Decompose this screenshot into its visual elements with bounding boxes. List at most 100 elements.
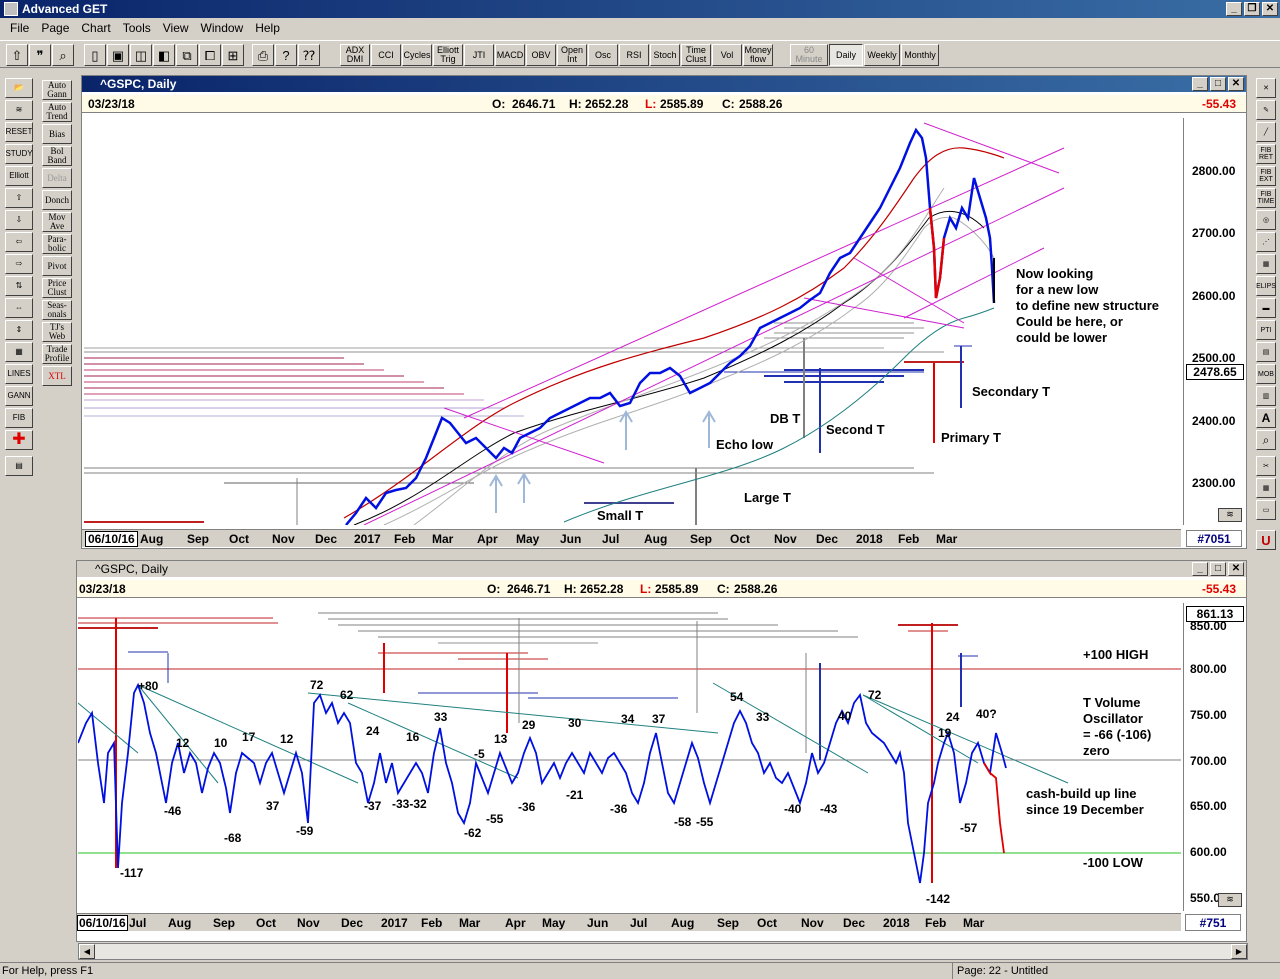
study-moneyflow-button[interactable]: Money flow <box>743 44 773 66</box>
restore-button[interactable]: ❐ <box>1244 2 1260 16</box>
fib-time-icon[interactable]: FIB TIME <box>1256 188 1276 208</box>
study-cycles-button[interactable]: Cycles <box>402 44 432 66</box>
menu-help[interactable]: Help <box>255 21 280 35</box>
reset-icon[interactable]: RESET <box>5 122 33 142</box>
study-obv-button[interactable]: OBV <box>526 44 556 66</box>
minimize-button[interactable]: _ <box>1226 2 1242 16</box>
study-icon[interactable]: STUDY <box>5 144 33 164</box>
gann-icon[interactable]: GANN <box>5 386 33 406</box>
properties-icon[interactable]: ▤ <box>5 456 33 476</box>
menu-chart[interactable]: Chart <box>81 21 111 35</box>
price-scale-icon[interactable]: ≋ <box>1218 508 1242 522</box>
tool-xtl[interactable]: XTL <box>42 366 72 386</box>
line-tool-icon[interactable]: ╱ <box>1256 122 1276 142</box>
layout-icon[interactable]: ⊞ <box>222 44 244 66</box>
context-help-icon[interactable]: ⁇ <box>298 44 320 66</box>
arrow-down-icon[interactable]: ⇩ <box>5 210 33 230</box>
new-page-icon[interactable]: ▯ <box>84 44 106 66</box>
save-icon[interactable]: ▣ <box>107 44 129 66</box>
osc-chart-title-bar[interactable]: ^GSPC, Daily _ □ ✕ <box>77 561 1246 577</box>
tool-trade-profile[interactable]: Trade Profile <box>42 344 72 364</box>
tool-pivot[interactable]: Pivot <box>42 256 72 276</box>
study-osc-button[interactable]: Osc <box>588 44 618 66</box>
osc-scale-icon[interactable]: ≋ <box>1218 893 1242 907</box>
ellipse-icon[interactable]: ELIPS <box>1256 276 1276 296</box>
close-button[interactable]: ✕ <box>1262 2 1278 16</box>
fib-circle-icon[interactable]: ◎ <box>1256 210 1276 230</box>
study-openint-button[interactable]: Open Int <box>557 44 587 66</box>
text-tool-icon[interactable]: A <box>1256 408 1276 428</box>
multi-chart-icon[interactable]: ▦ <box>1256 478 1276 498</box>
help-icon[interactable]: ? <box>275 44 297 66</box>
tool-mov-ave[interactable]: Mov Ave <box>42 212 72 232</box>
lines-icon[interactable]: LINES <box>5 364 33 384</box>
study-cci-button[interactable]: CCI <box>371 44 401 66</box>
study-adx-button[interactable]: ADX DMI <box>340 44 370 66</box>
tool-parabolic[interactable]: Para-bolic <box>42 234 72 254</box>
tool-auto-trend[interactable]: Auto Trend <box>42 102 72 122</box>
arrow-right-icon[interactable]: ⇨ <box>5 254 33 274</box>
study-elliott-button[interactable]: Elliott Trig <box>433 44 463 66</box>
fib-ext-icon[interactable]: FIB EXT <box>1256 166 1276 186</box>
print-icon[interactable]: ⎙ <box>252 44 274 66</box>
tool-auto-gann[interactable]: Auto Gann <box>42 80 72 100</box>
tool-seasonals[interactable]: Seas-onals <box>42 300 72 320</box>
horizontal-scrollbar[interactable]: ◀ ▶ <box>78 943 1248 960</box>
tool-donch[interactable]: Donch <box>42 190 72 210</box>
elliott-icon[interactable]: Elliott <box>5 166 33 186</box>
menu-window[interactable]: Window <box>200 21 244 35</box>
menu-file[interactable]: File <box>10 21 30 35</box>
chart-window-icon[interactable]: ◧ <box>153 44 175 66</box>
osc-chart-close-button[interactable]: ✕ <box>1228 562 1244 576</box>
pti-icon[interactable]: PTI <box>1256 320 1276 340</box>
scissors-icon[interactable]: ✂ <box>1256 456 1276 476</box>
copy-icon[interactable]: ⧉ <box>176 44 198 66</box>
mob-icon[interactable]: MOB <box>1256 364 1276 384</box>
scroll-right-arrow-icon[interactable]: ▶ <box>1231 944 1247 959</box>
open-folder-icon[interactable]: 📂 <box>5 78 33 98</box>
cursor-icon[interactable]: ⇧ <box>6 44 28 66</box>
tool-price-clust[interactable]: Price Clust <box>42 278 72 298</box>
expand-h-icon[interactable]: ⇔ <box>5 298 33 318</box>
paste-icon[interactable]: ⧠ <box>199 44 221 66</box>
arrange-icon[interactable]: ≋ <box>5 100 33 120</box>
magnet-icon[interactable]: U <box>1256 530 1276 550</box>
table-icon[interactable]: ▤ <box>1256 342 1276 362</box>
pencil-icon[interactable]: ✎ <box>1256 100 1276 120</box>
cancel-icon[interactable]: ✕ <box>1256 78 1276 98</box>
timeframe-60min-button[interactable]: 60 Minute <box>790 44 828 66</box>
osc-chart-maximize-button[interactable]: □ <box>1210 562 1226 576</box>
tool-delta[interactable]: Delta <box>42 168 72 188</box>
channel-icon[interactable]: ▬ <box>1256 298 1276 318</box>
magnify-icon[interactable]: ⌕ <box>1256 430 1276 450</box>
study-macd-button[interactable]: MACD <box>495 44 525 66</box>
arrow-up-icon[interactable]: ⇧ <box>5 188 33 208</box>
timeframe-monthly-button[interactable]: Monthly <box>901 44 939 66</box>
quote-icon[interactable]: ❞ <box>29 44 51 66</box>
zoom-icon[interactable]: ⌕ <box>52 44 74 66</box>
open-chart-icon[interactable]: ◫ <box>130 44 152 66</box>
price-plot-area[interactable]: Now looking for a new low to define new … <box>84 118 1182 525</box>
expand-v-icon[interactable]: ⇕ <box>5 320 33 340</box>
timeframe-weekly-button[interactable]: Weekly <box>864 44 900 66</box>
grid-tool-icon[interactable]: ▦ <box>1256 254 1276 274</box>
price-chart-minimize-button[interactable]: _ <box>1192 77 1208 91</box>
price-chart-maximize-button[interactable]: □ <box>1210 77 1226 91</box>
menu-view[interactable]: View <box>162 21 189 35</box>
study-stoch-button[interactable]: Stoch <box>650 44 680 66</box>
osc-chart-minimize-button[interactable]: _ <box>1192 562 1208 576</box>
crosshair-icon[interactable]: ✚ <box>5 430 33 450</box>
compress-icon[interactable]: ⇅ <box>5 276 33 296</box>
scale-icon[interactable]: ▭ <box>1256 500 1276 520</box>
tool-bol-band[interactable]: Bol Band <box>42 146 72 166</box>
tool-tjs-web[interactable]: TJ's Web <box>42 322 72 342</box>
fib-icon[interactable]: FIB <box>5 408 33 428</box>
price-chart-title-bar[interactable]: ^GSPC, Daily _ □ ✕ <box>82 76 1246 92</box>
grid-icon[interactable]: ▦ <box>5 342 33 362</box>
scroll-left-arrow-icon[interactable]: ◀ <box>79 944 95 959</box>
fan-icon[interactable]: ⋰ <box>1256 232 1276 252</box>
ruler-icon[interactable]: ▥ <box>1256 386 1276 406</box>
menu-page[interactable]: Page <box>41 21 70 35</box>
study-jti-button[interactable]: JTI <box>464 44 494 66</box>
fib-ret-icon[interactable]: FIB RET <box>1256 144 1276 164</box>
